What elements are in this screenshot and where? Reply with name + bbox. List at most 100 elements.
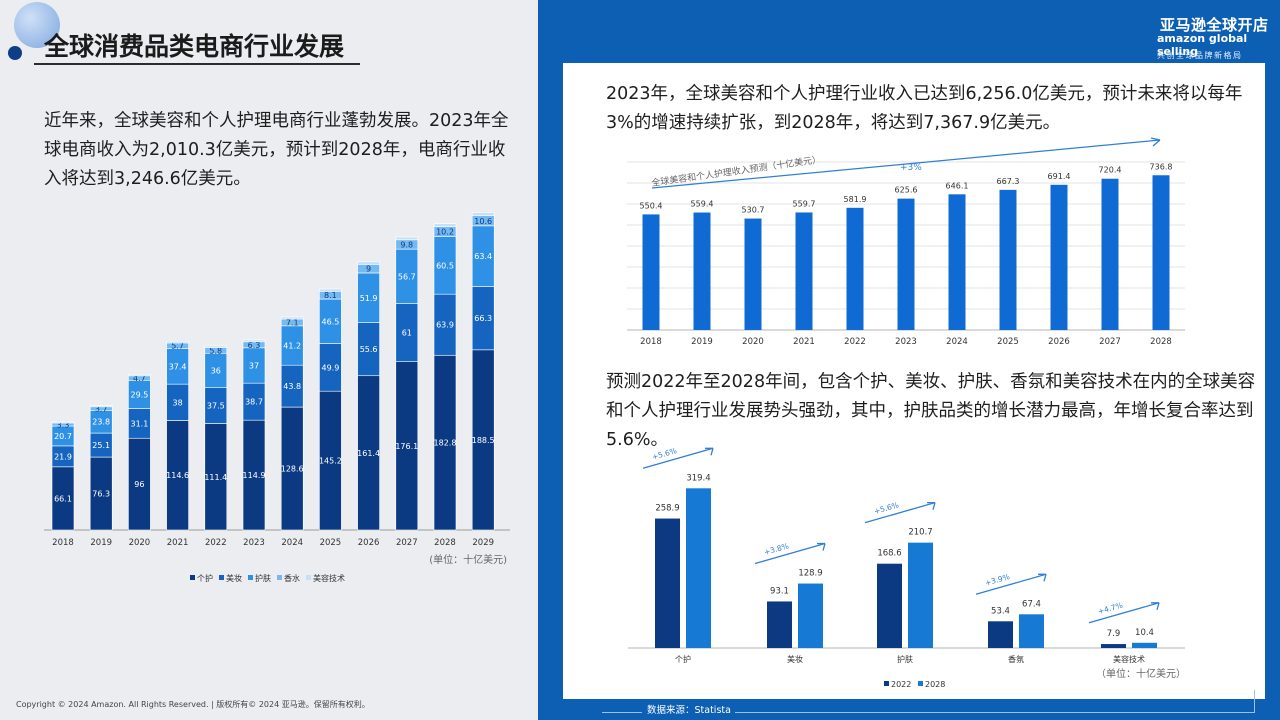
data-label: 319.4 xyxy=(686,473,710,483)
data-label: 145.2 xyxy=(319,457,342,466)
logo-slogan: 共创全球品牌新格局 xyxy=(1157,51,1243,60)
legend-label: 护肤 xyxy=(255,573,271,583)
data-label: 76.3 xyxy=(92,490,110,499)
data-label: 67.4 xyxy=(1022,599,1041,609)
data-label: 9 xyxy=(366,265,371,274)
left-paragraph: 近年来，全球美容和个人护理电商行业蓬勃发展。2023年全球电商收入为2,010.… xyxy=(44,111,509,189)
bar-segment-美容技术 xyxy=(242,339,266,343)
bar-segment-美容技术 xyxy=(51,421,75,424)
category-label: 护肤 xyxy=(897,654,913,664)
bar-2022 xyxy=(988,621,1013,648)
trend-arrow-line xyxy=(651,139,1161,189)
data-label: 559.7 xyxy=(793,199,816,208)
source-rule-left xyxy=(602,712,642,713)
data-label: 736.8 xyxy=(1150,162,1173,171)
bar-2022 xyxy=(877,563,902,648)
data-label: 38 xyxy=(173,398,183,407)
data-label: 96 xyxy=(134,480,144,489)
data-label: 3.7 xyxy=(95,405,108,414)
legend-swatch-2022 xyxy=(884,681,889,686)
x-tick-label: 2019 xyxy=(691,337,713,347)
data-label: 21.9 xyxy=(54,452,72,461)
data-label: 10.2 xyxy=(436,227,454,236)
bar-segment-美容技术 xyxy=(433,223,457,227)
logo-cn: 亚马逊全球开店 xyxy=(1160,16,1269,34)
growth-arrow xyxy=(1088,602,1160,624)
data-label: 38.7 xyxy=(245,398,263,407)
forecast-bar xyxy=(744,218,762,330)
data-label: 176.1 xyxy=(395,442,418,451)
data-label: 66.1 xyxy=(54,494,72,503)
category-label: 美容技术 xyxy=(1113,654,1145,664)
category-label: 美妆 xyxy=(787,654,803,664)
forecast-bar xyxy=(795,212,813,330)
x-tick-label: 2025 xyxy=(997,337,1019,347)
x-tick-label: 2023 xyxy=(243,538,265,548)
growth-arrow xyxy=(864,502,936,524)
category-label: 个护 xyxy=(675,654,691,664)
legend-label: 个护 xyxy=(197,573,213,583)
data-label: 60.5 xyxy=(436,261,454,270)
data-label: 55.6 xyxy=(360,345,378,354)
data-label: 9.8 xyxy=(400,240,413,249)
data-label: 61 xyxy=(402,329,412,338)
forecast-bar xyxy=(897,198,915,330)
data-label: 530.7 xyxy=(742,206,765,215)
bar-segment-美容技术 xyxy=(128,374,151,377)
data-label: 20.7 xyxy=(54,432,72,441)
bar-2028 xyxy=(798,583,823,648)
x-tick-label: 2018 xyxy=(640,337,662,347)
legend-label: 美妆 xyxy=(226,573,242,583)
data-label: 23.8 xyxy=(92,418,110,427)
data-label: 63.4 xyxy=(474,252,492,261)
growth-arrowhead xyxy=(927,502,936,510)
copyright-text: Copyright © 2024 Amazon. All Rights Rese… xyxy=(16,700,370,709)
data-label: 4.7 xyxy=(133,374,146,383)
trend-label: +3% xyxy=(900,163,922,173)
data-label: 667.3 xyxy=(997,177,1020,186)
forecast-bar xyxy=(1050,184,1068,330)
growth-arrow xyxy=(642,447,714,469)
bar-2022 xyxy=(655,518,680,648)
data-label: 559.4 xyxy=(691,200,714,209)
bar-segment-美容技术 xyxy=(471,212,495,217)
bar-segment-美容技术 xyxy=(204,345,228,349)
x-tick-label: 2022 xyxy=(844,337,866,347)
x-tick-label: 2028 xyxy=(434,538,456,548)
data-label: 41.2 xyxy=(283,342,301,351)
bar-2022 xyxy=(767,601,792,648)
right-paragraph-1: 2023年，全球美容和个人护理行业收入已达到6,256.0亿美元，预计未来将以每… xyxy=(606,84,1243,133)
data-label: 43.8 xyxy=(283,382,301,391)
growth-arrowhead xyxy=(1151,602,1160,610)
forecast-bar xyxy=(642,214,660,330)
x-tick-label: 2024 xyxy=(946,337,968,347)
data-label: 51.9 xyxy=(360,294,378,303)
data-label: 10.6 xyxy=(474,217,492,226)
unit-note: (单位：十亿美元) xyxy=(429,553,507,566)
data-label: 53.4 xyxy=(991,606,1010,616)
forecast-bar xyxy=(1101,178,1119,330)
x-tick-label: 2027 xyxy=(1099,337,1121,347)
data-label: 720.4 xyxy=(1099,166,1122,175)
x-tick-label: 2026 xyxy=(1048,337,1070,347)
data-label: 36 xyxy=(211,366,221,375)
x-tick-label: 2023 xyxy=(895,337,917,347)
forecast-bar xyxy=(846,207,864,330)
data-label: 646.1 xyxy=(946,181,969,190)
data-label: 111.4 xyxy=(204,473,227,482)
data-label: 114.6 xyxy=(166,471,189,480)
data-label: 7.1 xyxy=(286,318,299,327)
data-label: 691.4 xyxy=(1048,172,1071,181)
x-tick-label: 2025 xyxy=(320,538,342,548)
bar-2028 xyxy=(686,488,711,648)
bar-segment-美容技术 xyxy=(357,261,380,265)
data-label: 29.5 xyxy=(130,390,148,399)
bar-segment-美容技术 xyxy=(280,316,304,320)
data-label: 625.6 xyxy=(895,186,918,195)
x-tick-label: 2028 xyxy=(1150,337,1172,347)
decorative-dot xyxy=(8,46,22,60)
data-label: 7.9 xyxy=(1107,629,1121,639)
trend-arrowhead xyxy=(1150,137,1161,147)
legend-swatch-美容技术 xyxy=(306,575,311,580)
